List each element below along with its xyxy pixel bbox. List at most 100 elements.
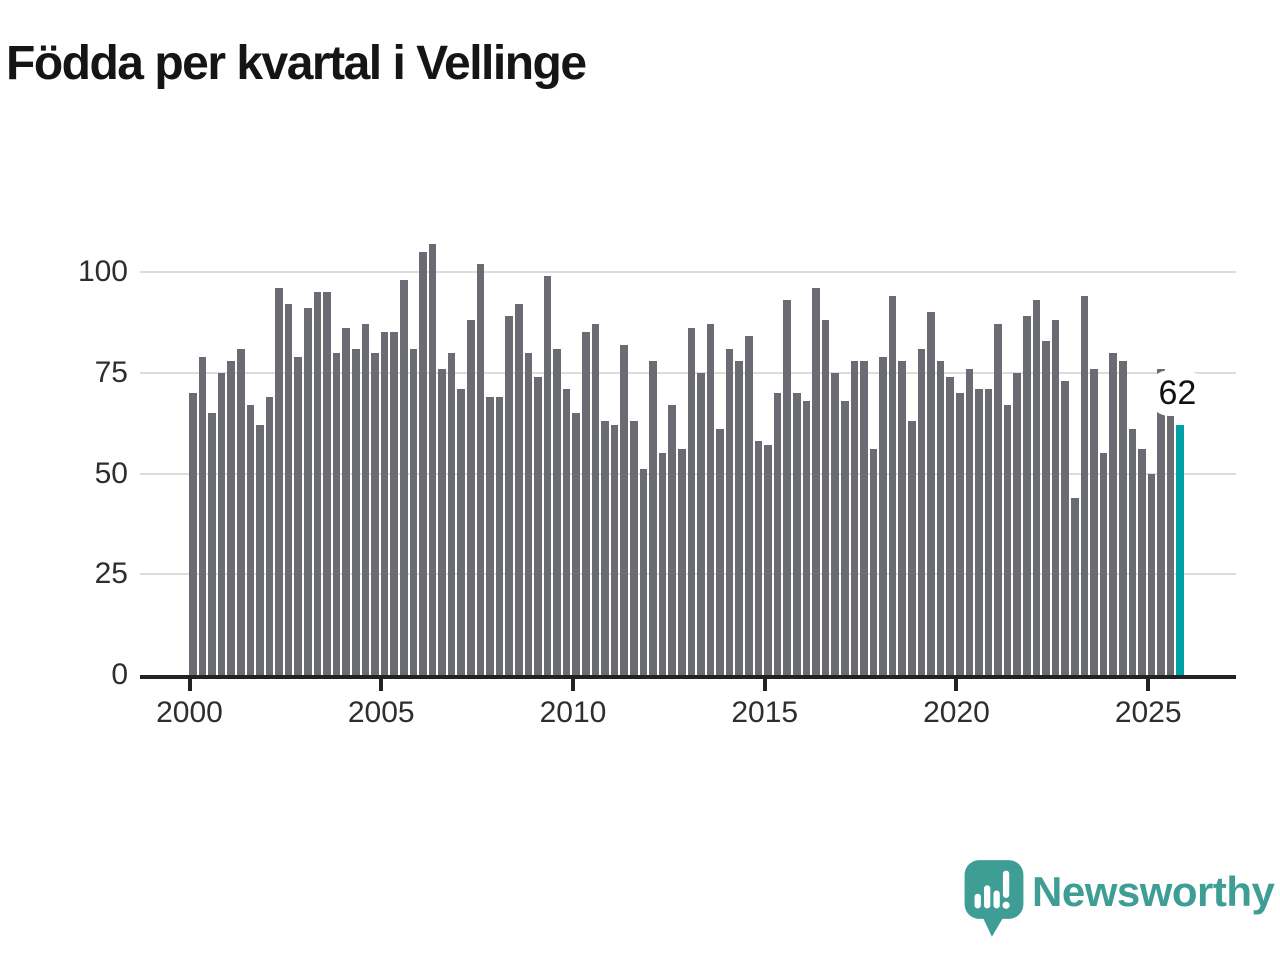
- bar: [936, 360, 945, 675]
- bar: [198, 356, 207, 675]
- bar: [284, 304, 293, 675]
- bar: [304, 308, 312, 675]
- bar: [630, 421, 638, 675]
- bar: [716, 429, 724, 675]
- bar: [543, 276, 552, 675]
- bar: [831, 372, 839, 675]
- bar: [256, 425, 264, 675]
- bar: [361, 324, 370, 675]
- y-gridline: [140, 271, 1236, 273]
- bar: [1080, 296, 1089, 675]
- bar: [275, 288, 283, 675]
- y-axis-tick-label: 100: [77, 255, 128, 288]
- bar: [879, 356, 887, 675]
- bar: [802, 400, 811, 675]
- newsworthy-logo-text: Newsworthy: [1032, 868, 1275, 915]
- bar: [1109, 352, 1117, 675]
- x-axis-tick-label: 2020: [923, 696, 990, 729]
- bar: [1071, 497, 1079, 675]
- bar: [399, 280, 408, 675]
- x-axis-tick: [1146, 675, 1151, 691]
- bar: [1147, 473, 1156, 675]
- bar: [342, 328, 350, 675]
- bar: [697, 372, 705, 675]
- bar: [524, 352, 533, 675]
- bar: [1023, 316, 1031, 675]
- bar: [380, 332, 389, 675]
- chart-title: Födda per kvartal i Vellinge: [6, 37, 587, 90]
- bar: [189, 392, 197, 675]
- bar: [821, 320, 830, 675]
- bar: [419, 251, 427, 675]
- bar: [447, 352, 456, 675]
- bar: [888, 296, 897, 675]
- bar: [601, 421, 609, 675]
- bar: [725, 348, 734, 675]
- x-axis-tick: [379, 675, 384, 691]
- bar: [332, 352, 341, 675]
- newsworthy-branding: Newsworthy: [956, 856, 1276, 946]
- bar: [1138, 449, 1146, 675]
- bar: [1051, 320, 1060, 675]
- bar: [582, 332, 590, 675]
- bar: [898, 360, 907, 675]
- bar: [677, 449, 686, 675]
- bar: [1003, 404, 1012, 675]
- bar: [514, 304, 523, 675]
- bar: [486, 396, 494, 675]
- bar: [438, 368, 446, 675]
- bar: [371, 352, 379, 675]
- bar: [860, 360, 868, 675]
- bar: [294, 356, 303, 675]
- bar: [390, 332, 398, 675]
- x-axis-tick-label: 2000: [156, 696, 223, 729]
- bar: [975, 388, 983, 675]
- x-axis-tick: [762, 675, 767, 691]
- highlight-value-label: 62: [1147, 370, 1208, 417]
- y-axis-tick-label: 25: [94, 557, 128, 591]
- bar: [227, 360, 235, 675]
- bar: [1090, 368, 1098, 675]
- bar: [409, 348, 418, 675]
- x-axis-tick-label: 2025: [1114, 696, 1182, 729]
- bar: [208, 413, 216, 675]
- bar: [658, 453, 667, 675]
- bar: [610, 425, 619, 675]
- bar: [668, 404, 676, 675]
- bar: [1061, 380, 1069, 675]
- bar: [1032, 300, 1041, 675]
- bar: [467, 320, 475, 675]
- y-axis-tick-label: 75: [94, 355, 128, 389]
- bar: [706, 324, 715, 675]
- bar: [1013, 372, 1022, 675]
- bar: [946, 376, 954, 675]
- bar: [649, 360, 657, 675]
- bar: [1099, 453, 1108, 675]
- bar: [1166, 413, 1175, 675]
- bar: [792, 392, 801, 675]
- bar: [1128, 429, 1137, 675]
- y-axis-tick-label: 0: [111, 658, 128, 691]
- bar: [687, 328, 696, 675]
- highlighted-bar: [1176, 425, 1185, 675]
- bar: [457, 388, 466, 675]
- bar: [735, 360, 744, 675]
- bar: [236, 348, 245, 675]
- bar: [562, 388, 571, 675]
- bar: [764, 445, 772, 675]
- bar: [313, 292, 322, 675]
- bar: [572, 413, 581, 675]
- y-axis-tick-label: 50: [94, 456, 128, 490]
- bar: [850, 360, 859, 675]
- bar: [553, 348, 561, 675]
- bar: [323, 292, 331, 675]
- bar: [812, 288, 820, 675]
- bar: [908, 421, 916, 675]
- bar: [428, 243, 437, 675]
- bar: [955, 392, 964, 675]
- bar: [1042, 340, 1050, 675]
- newsworthy-logo-icon: [964, 860, 1024, 937]
- x-axis-tick-label: 2005: [347, 696, 415, 729]
- bar: [495, 396, 504, 675]
